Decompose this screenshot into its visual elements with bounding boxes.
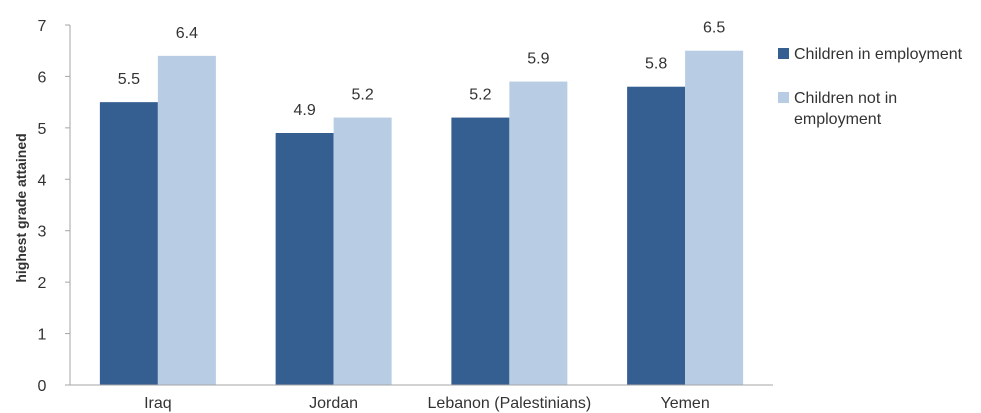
y-axis: 0 1 2 3 4 5 6 7 xyxy=(38,18,71,395)
bar xyxy=(509,81,568,386)
legend-label-employment: Children in employment xyxy=(794,46,963,63)
legend-label-not-employment: Children not in employment xyxy=(794,90,898,128)
legend-swatch-employment xyxy=(778,48,789,59)
y-tick-label: 6 xyxy=(38,69,47,86)
x-axis: Iraq Jordan Lebanon (Palestinians) Yemen xyxy=(65,384,773,412)
y-tick-label: 0 xyxy=(38,378,47,395)
bar xyxy=(451,117,510,386)
bar xyxy=(333,117,392,386)
y-tick-label: 2 xyxy=(38,275,47,292)
legend: Children in employment Children not in e… xyxy=(778,44,978,153)
legend-swatch-not-employment xyxy=(778,92,789,103)
data-label: 6.4 xyxy=(176,25,198,42)
data-label: 5.9 xyxy=(527,51,549,68)
x-tick-label: Lebanon (Palestinians) xyxy=(428,395,592,412)
bar xyxy=(685,50,744,385)
bar xyxy=(99,102,158,386)
y-tick-label: 4 xyxy=(38,172,47,189)
data-label: 6.5 xyxy=(703,20,725,37)
x-tick-label: Jordan xyxy=(309,395,358,412)
data-label: 5.2 xyxy=(352,87,374,104)
bar xyxy=(275,133,334,385)
y-tick-label: 1 xyxy=(38,327,47,344)
legend-item-not-employment: Children not in employment xyxy=(778,88,978,130)
bars: 5.5 6.4 4.9 5.2 5.2 5.9 5.8 6.5 xyxy=(99,20,744,386)
x-tick-label: Yemen xyxy=(661,395,710,412)
y-axis-label: highest grade attained xyxy=(13,133,29,282)
legend-item-employment: Children in employment xyxy=(778,44,978,65)
bar xyxy=(627,86,686,385)
x-tick-label: Iraq xyxy=(144,395,172,412)
data-label: 5.8 xyxy=(645,56,667,73)
bar xyxy=(157,55,216,385)
y-tick-label: 3 xyxy=(38,224,47,241)
data-label: 4.9 xyxy=(294,102,316,119)
y-tick-label: 7 xyxy=(38,18,47,35)
data-label: 5.5 xyxy=(118,71,140,88)
data-label: 5.2 xyxy=(469,87,491,104)
y-tick-label: 5 xyxy=(38,121,47,138)
